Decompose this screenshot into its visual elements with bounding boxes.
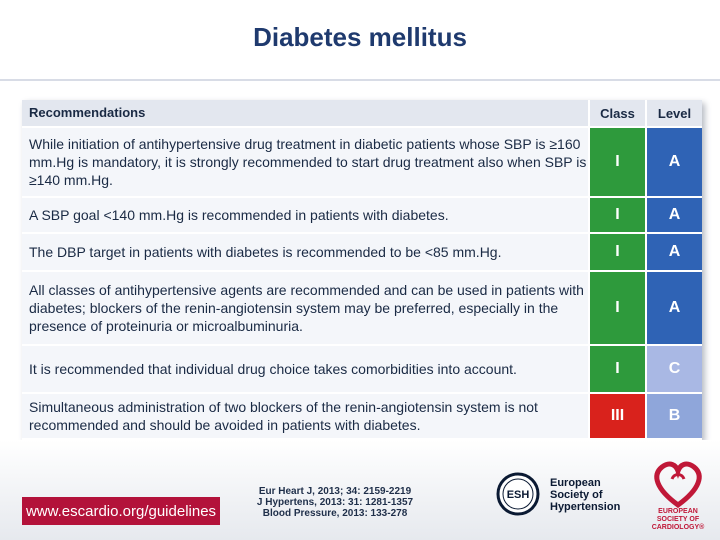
esc-heart-logo-icon [654,461,702,509]
recommendation-text: A SBP goal <140 mm.Hg is recommended in … [22,198,588,234]
esh-name-line: Hypertension [550,501,621,513]
class-cell: I [588,234,645,272]
level-cell: A [645,234,702,272]
table-row: A SBP goal <140 mm.Hg is recommended in … [22,198,702,234]
header-recommendations: Recommendations [22,100,588,128]
table-header-row: Recommendations Class Level [22,100,702,128]
esh-name-line: European [550,477,601,489]
level-cell: A [645,128,702,198]
table-row: The DBP target in patients with diabetes… [22,234,702,272]
table-row: Simultaneous administration of two block… [22,394,702,440]
recommendation-text: All classes of antihypertensive agents a… [22,272,588,346]
reference-line: Eur Heart J, 2013; 34: 2159-2219 [258,486,412,497]
class-cell: I [588,346,645,394]
esc-name-line: SOCIETY OF [656,516,700,523]
table-row: All classes of antihypertensive agents a… [22,272,702,346]
esh-logo-label: ESH [507,489,530,501]
recommendation-text: It is recommended that individual drug c… [22,346,588,394]
recommendations-table: Recommendations Class Level While initia… [22,100,702,440]
title-divider [0,79,720,81]
references: Eur Heart J, 2013; 34: 2159-2219 J Hyper… [240,486,430,519]
esc-name-line: CARDIOLOGY® [651,524,705,531]
level-cell: B [645,394,702,440]
recommendation-text: Simultaneous administration of two block… [22,394,588,440]
reference-line: Blood Pressure, 2013: 133-278 [262,508,408,519]
esh-logo-icon: ESH [496,472,540,516]
recommendation-text: While initiation of antihypertensive dru… [22,128,588,198]
level-cell: C [645,346,702,394]
esc-name: EUROPEAN SOCIETY OF CARDIOLOGY® [640,508,716,532]
class-cell: I [588,272,645,346]
esh-name: European Society of Hypertension [550,477,620,513]
table-row: While initiation of antihypertensive dru… [22,128,702,198]
header-level: Level [645,100,702,128]
class-cell: I [588,198,645,234]
level-cell: A [645,272,702,346]
recommendation-text: The DBP target in patients with diabetes… [22,234,588,272]
page-title: Diabetes mellitus [253,22,467,52]
reference-line: J Hypertens, 2013: 31: 1281-1357 [256,497,414,508]
level-cell: A [645,198,702,234]
esc-name-line: EUROPEAN [658,508,698,515]
header-class: Class [588,100,645,128]
class-cell: III [588,394,645,440]
esh-name-line: Society of [550,489,603,501]
guidelines-link[interactable]: www.escardio.org/guidelines [22,497,220,525]
class-cell: I [588,128,645,198]
table-row: It is recommended that individual drug c… [22,346,702,394]
